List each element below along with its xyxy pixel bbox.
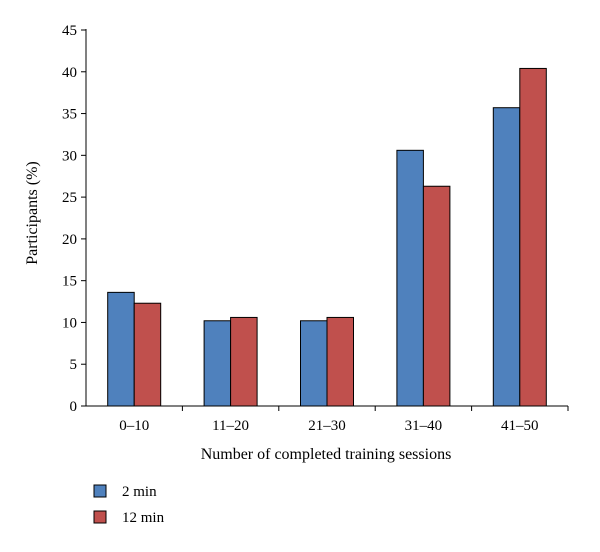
y-tick-label: 20 [62, 232, 77, 248]
bar [492, 107, 521, 407]
bar [422, 185, 451, 407]
legend-label: 12 min [122, 510, 165, 526]
y-tick-label: 25 [62, 190, 77, 206]
y-tick-label: 45 [62, 23, 77, 39]
bars [107, 67, 547, 407]
bar [519, 67, 547, 407]
legend: 2 min 12 min [93, 484, 165, 526]
x-category-label: 11–20 [212, 418, 249, 434]
bar [300, 320, 328, 407]
x-category-label: 31–40 [405, 418, 443, 434]
bar [396, 149, 424, 407]
x-axis-category-labels: 0–10 11–20 21–30 31–40 41–50 [119, 406, 569, 434]
axes [85, 29, 568, 407]
x-category-label: 21–30 [308, 418, 346, 434]
y-tick-label: 30 [62, 148, 77, 164]
y-tick-label: 40 [62, 65, 77, 81]
legend-swatch [93, 510, 107, 524]
bar [107, 291, 135, 407]
bar [230, 316, 258, 407]
y-tick-label: 0 [70, 399, 78, 415]
y-tick-label: 5 [70, 357, 78, 373]
bar [326, 316, 354, 407]
legend-swatch [93, 484, 107, 498]
legend-label: 2 min [122, 484, 157, 500]
y-tick-label: 15 [62, 274, 77, 290]
x-axis-title: Number of completed training sessions [201, 446, 452, 463]
bar [133, 302, 162, 407]
y-tick-label: 10 [62, 315, 77, 331]
x-category-label: 0–10 [119, 418, 149, 434]
y-axis-title: Participants (%) [24, 161, 41, 265]
bar [203, 320, 232, 407]
x-category-label: 41–50 [501, 418, 539, 434]
y-axis-ticks: 0 5 10 15 20 25 30 35 40 45 [62, 23, 86, 415]
y-tick-label: 35 [62, 107, 77, 123]
